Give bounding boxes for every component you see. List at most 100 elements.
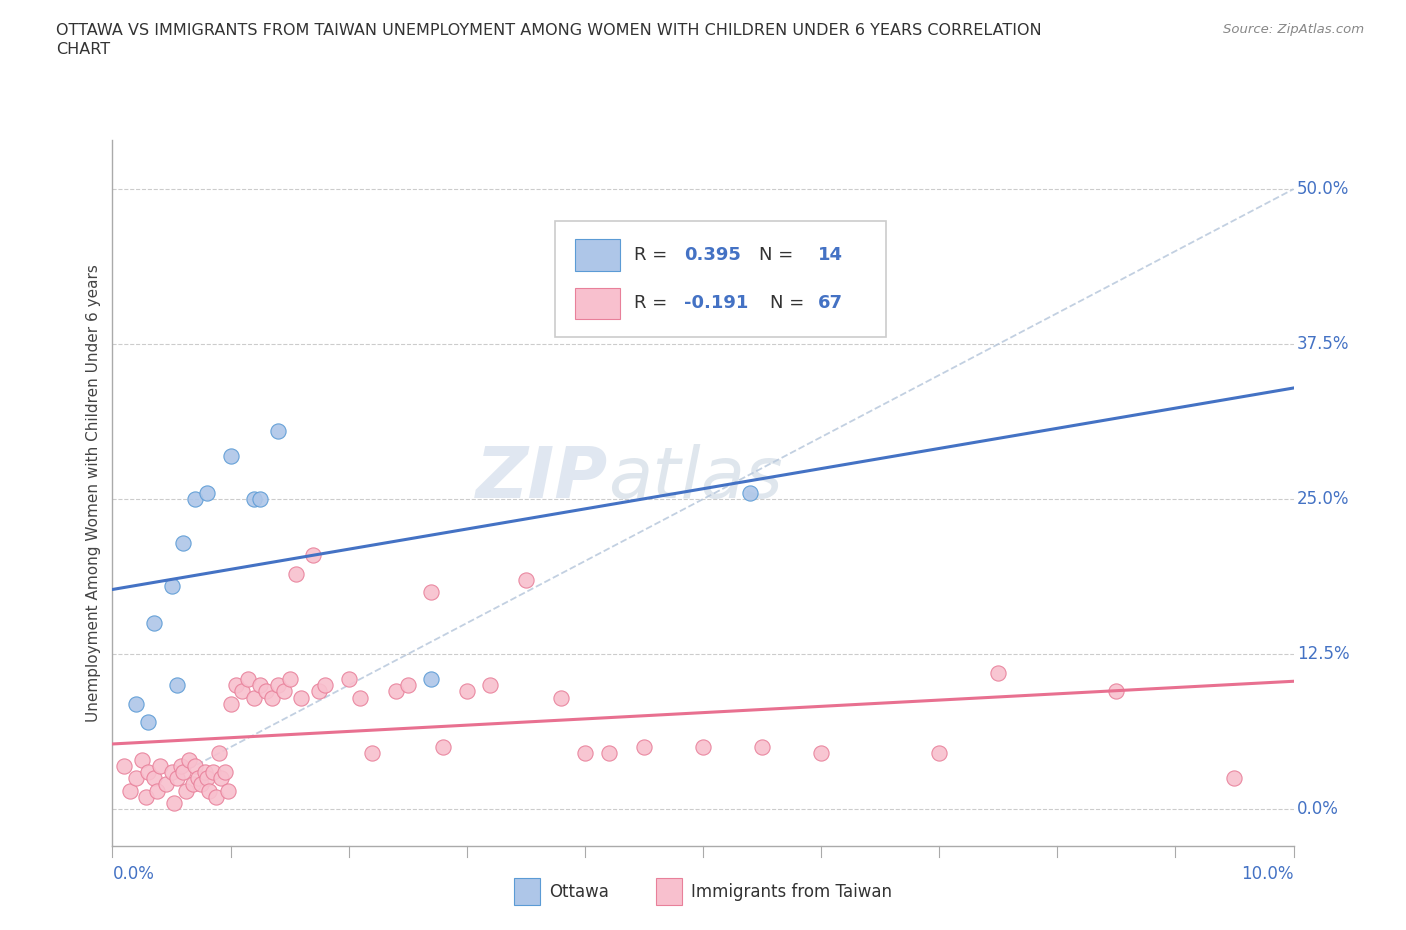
Text: 25.0%: 25.0%	[1298, 490, 1350, 508]
Point	[598, 746, 620, 761]
Point	[1105, 684, 1128, 698]
Text: 37.5%: 37.5%	[1298, 335, 1350, 353]
Text: N =: N =	[758, 246, 799, 264]
Point	[112, 758, 135, 773]
Point	[217, 783, 239, 798]
Point	[928, 746, 950, 761]
Point	[254, 684, 277, 698]
Point	[302, 548, 325, 563]
Point	[198, 783, 221, 798]
Point	[810, 746, 832, 761]
Point	[692, 739, 714, 754]
Point	[131, 752, 153, 767]
Text: 67: 67	[817, 294, 842, 312]
Point	[190, 777, 212, 791]
Point	[1223, 771, 1246, 786]
Point	[209, 771, 232, 786]
Text: N =: N =	[770, 294, 810, 312]
Text: ZIP: ZIP	[477, 445, 609, 513]
Point	[125, 697, 148, 711]
Text: atlas: atlas	[609, 445, 783, 513]
Point	[179, 752, 201, 767]
Point	[170, 758, 193, 773]
Point	[184, 492, 207, 507]
Point	[184, 758, 207, 773]
Point	[290, 690, 312, 705]
Point	[195, 485, 218, 500]
Text: Ottawa: Ottawa	[550, 883, 609, 900]
Point	[284, 566, 307, 581]
Point	[243, 492, 266, 507]
Point	[385, 684, 408, 698]
Point	[208, 746, 231, 761]
Point	[278, 671, 301, 686]
Text: 0.0%: 0.0%	[112, 865, 155, 883]
Point	[166, 678, 188, 693]
Point	[136, 715, 159, 730]
Point	[195, 771, 218, 786]
Point	[205, 790, 228, 804]
Point	[420, 671, 443, 686]
Point	[740, 485, 762, 500]
Point	[219, 448, 242, 463]
Point	[181, 777, 204, 791]
Point	[456, 684, 478, 698]
Point	[574, 746, 596, 761]
FancyBboxPatch shape	[575, 239, 620, 271]
Text: R =: R =	[634, 294, 673, 312]
Text: -0.191: -0.191	[685, 294, 748, 312]
Text: Source: ZipAtlas.com: Source: ZipAtlas.com	[1223, 23, 1364, 36]
Text: 10.0%: 10.0%	[1241, 865, 1294, 883]
Point	[194, 764, 217, 779]
Point	[314, 678, 336, 693]
Point	[479, 678, 502, 693]
Point	[420, 585, 443, 600]
Text: 12.5%: 12.5%	[1298, 645, 1350, 663]
Text: 0.0%: 0.0%	[1298, 800, 1339, 818]
Point	[633, 739, 655, 754]
Point	[337, 671, 360, 686]
Point	[142, 616, 165, 631]
Point	[136, 764, 159, 779]
Text: OTTAWA VS IMMIGRANTS FROM TAIWAN UNEMPLOYMENT AMONG WOMEN WITH CHILDREN UNDER 6 : OTTAWA VS IMMIGRANTS FROM TAIWAN UNEMPLO…	[56, 23, 1042, 38]
Point	[172, 764, 194, 779]
FancyBboxPatch shape	[555, 220, 886, 338]
Point	[267, 678, 290, 693]
Text: R =: R =	[634, 246, 673, 264]
Point	[149, 758, 172, 773]
Point	[231, 684, 253, 698]
Point	[186, 771, 208, 786]
Text: 50.0%: 50.0%	[1298, 180, 1350, 198]
FancyBboxPatch shape	[515, 878, 540, 905]
Point	[160, 578, 183, 593]
Point	[219, 697, 242, 711]
Point	[361, 746, 384, 761]
Point	[550, 690, 572, 705]
Point	[142, 771, 165, 786]
Point	[201, 764, 224, 779]
Point	[238, 671, 260, 686]
Text: CHART: CHART	[56, 42, 110, 57]
Point	[260, 690, 283, 705]
Point	[396, 678, 419, 693]
Point	[146, 783, 169, 798]
Point	[163, 795, 186, 810]
Point	[120, 783, 142, 798]
Point	[349, 690, 371, 705]
Point	[160, 764, 183, 779]
Point	[174, 783, 197, 798]
Point	[214, 764, 236, 779]
Text: 14: 14	[817, 246, 842, 264]
Point	[249, 678, 271, 693]
Point	[225, 678, 247, 693]
Text: Immigrants from Taiwan: Immigrants from Taiwan	[692, 883, 893, 900]
Point	[267, 423, 290, 438]
Point	[432, 739, 454, 754]
Point	[308, 684, 330, 698]
FancyBboxPatch shape	[575, 287, 620, 319]
Y-axis label: Unemployment Among Women with Children Under 6 years: Unemployment Among Women with Children U…	[86, 264, 101, 722]
Point	[249, 492, 271, 507]
Text: 0.395: 0.395	[685, 246, 741, 264]
Point	[273, 684, 295, 698]
Point	[155, 777, 177, 791]
